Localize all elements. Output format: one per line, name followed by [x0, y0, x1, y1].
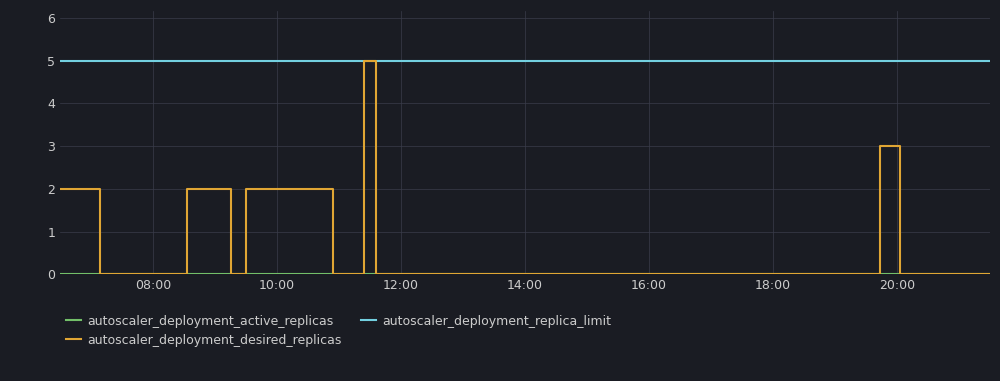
autoscaler_deployment_desired_replicas	[224, 272, 237, 277]
autoscaler_deployment_desired_replicas	[327, 187, 339, 191]
autoscaler_deployment_desired_replicas	[370, 58, 382, 63]
autoscaler_deployment_desired_replicas	[224, 187, 237, 191]
autoscaler_deployment_desired_replicas	[358, 272, 370, 277]
autoscaler_deployment_desired_replicas	[874, 144, 886, 148]
autoscaler_deployment_desired_replicas	[54, 187, 66, 191]
autoscaler_deployment_desired_replicas	[370, 272, 382, 277]
autoscaler_deployment_desired_replicas	[894, 272, 906, 277]
Legend: autoscaler_deployment_active_replicas, autoscaler_deployment_desired_replicas, a: autoscaler_deployment_active_replicas, a…	[66, 315, 611, 347]
autoscaler_deployment_desired_replicas	[327, 272, 339, 277]
autoscaler_deployment_desired_replicas	[94, 187, 106, 191]
autoscaler_deployment_desired_replicas	[358, 58, 370, 63]
autoscaler_deployment_desired_replicas	[383, 272, 395, 277]
autoscaler_deployment_desired_replicas	[984, 272, 996, 277]
autoscaler_deployment_desired_replicas	[94, 272, 106, 277]
autoscaler_deployment_desired_replicas	[894, 144, 906, 148]
autoscaler_deployment_desired_replicas	[383, 272, 395, 277]
autoscaler_deployment_desired_replicas	[874, 272, 886, 277]
autoscaler_deployment_desired_replicas	[240, 272, 252, 277]
Line: autoscaler_deployment_desired_replicas: autoscaler_deployment_desired_replicas	[60, 61, 990, 274]
autoscaler_deployment_desired_replicas	[181, 272, 193, 277]
autoscaler_deployment_desired_replicas	[240, 187, 252, 191]
autoscaler_deployment_desired_replicas	[181, 187, 193, 191]
